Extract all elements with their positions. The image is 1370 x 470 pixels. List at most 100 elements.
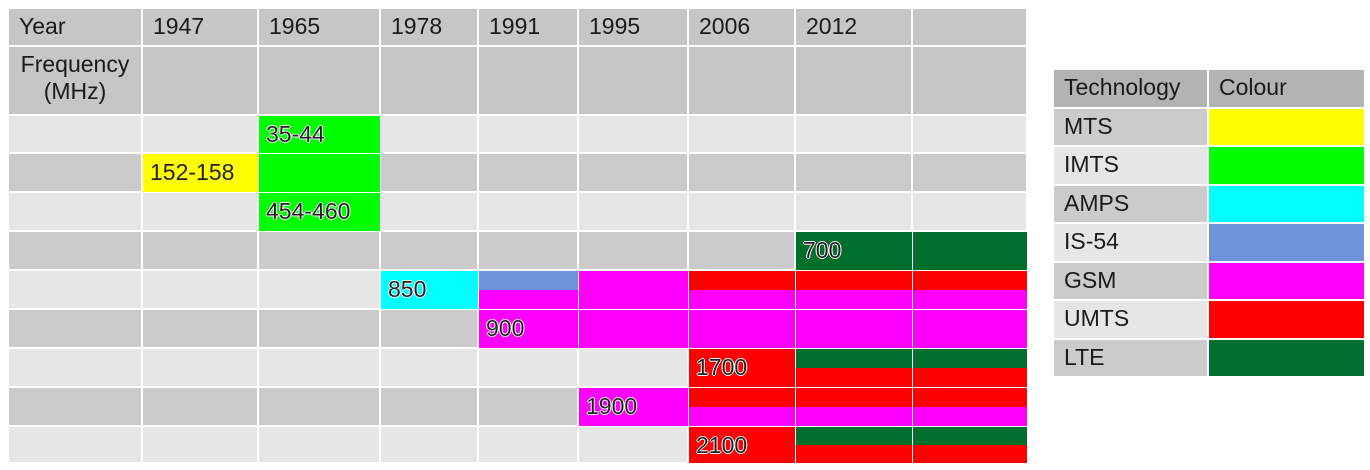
tech-fill bbox=[796, 407, 912, 426]
tech-fill bbox=[796, 368, 912, 387]
band-label: 900 bbox=[486, 315, 525, 341]
grid-cell bbox=[142, 309, 258, 348]
band-label: 454-460 bbox=[266, 198, 351, 224]
legend-name: GSM bbox=[1053, 261, 1208, 300]
tech-fill bbox=[689, 427, 795, 463]
row-label: Frequency (MHz) bbox=[8, 46, 142, 115]
header-cell: 2012 bbox=[795, 8, 912, 46]
legend-name: AMPS bbox=[1053, 184, 1208, 223]
tech-fill bbox=[689, 290, 795, 309]
header-cell bbox=[578, 46, 688, 115]
tech-fill bbox=[143, 154, 258, 192]
grid-cell bbox=[258, 426, 380, 463]
tech-fill bbox=[913, 407, 1027, 426]
grid-cell bbox=[142, 387, 258, 426]
legend-swatch bbox=[1208, 223, 1365, 262]
header-cell bbox=[795, 46, 912, 115]
grid-cell bbox=[478, 348, 578, 387]
header-cell bbox=[912, 8, 1027, 46]
tech-fill bbox=[579, 271, 688, 309]
grid-cell bbox=[8, 309, 142, 348]
grid-cell bbox=[8, 270, 142, 309]
header-cell: Year bbox=[8, 8, 142, 46]
tech-fill bbox=[689, 388, 795, 407]
grid-cell bbox=[912, 115, 1027, 153]
legend-name: LTE bbox=[1053, 338, 1208, 377]
header-cell: 1978 bbox=[380, 8, 478, 46]
grid-cell bbox=[478, 192, 578, 231]
tech-fill bbox=[796, 271, 912, 290]
grid-cell bbox=[578, 115, 688, 153]
grid-cell bbox=[380, 309, 478, 348]
tech-fill bbox=[381, 271, 478, 309]
grid-cell bbox=[578, 153, 688, 192]
header-cell: 1991 bbox=[478, 8, 578, 46]
tech-fill bbox=[259, 116, 380, 153]
tech-fill bbox=[796, 349, 912, 368]
grid-cell bbox=[912, 153, 1027, 192]
tech-fill bbox=[796, 290, 912, 309]
header-cell bbox=[380, 46, 478, 115]
tech-fill bbox=[913, 445, 1027, 463]
tech-fill bbox=[913, 271, 1027, 290]
tech-fill bbox=[689, 310, 795, 348]
grid-cell bbox=[258, 387, 380, 426]
grid-cell bbox=[258, 270, 380, 309]
legend-swatch bbox=[1208, 300, 1365, 339]
band-label: 1700 bbox=[696, 354, 748, 380]
grid-cell bbox=[142, 426, 258, 463]
tech-fill bbox=[913, 349, 1027, 368]
band-label: 850 bbox=[388, 276, 427, 302]
grid-cell bbox=[478, 387, 578, 426]
tech-fill bbox=[913, 388, 1027, 407]
grid-cell bbox=[8, 387, 142, 426]
grid-cell bbox=[142, 348, 258, 387]
header-cell bbox=[258, 46, 380, 115]
grid-cell bbox=[478, 115, 578, 153]
grid-cell bbox=[478, 426, 578, 463]
grid-cell bbox=[688, 115, 795, 153]
grid-cell bbox=[258, 309, 380, 348]
band-label: 35-44 bbox=[266, 121, 325, 147]
grid-cell bbox=[688, 231, 795, 270]
grid-cell bbox=[380, 153, 478, 192]
header-cell bbox=[912, 46, 1027, 115]
grid-cell bbox=[795, 192, 912, 231]
band-label: 1900 bbox=[586, 393, 638, 419]
grid-cell bbox=[8, 426, 142, 463]
grid-cell bbox=[380, 426, 478, 463]
tech-fill bbox=[689, 407, 795, 426]
grid-cell bbox=[380, 348, 478, 387]
grid-cell bbox=[578, 426, 688, 463]
band-label: 700 bbox=[803, 237, 842, 263]
legend-header: Technology bbox=[1053, 69, 1208, 108]
legend-name: IMTS bbox=[1053, 146, 1208, 185]
grid-cell bbox=[8, 153, 142, 192]
header-cell: 1995 bbox=[578, 8, 688, 46]
legend-name: UMTS bbox=[1053, 300, 1208, 339]
grid-cell bbox=[912, 192, 1027, 231]
tech-fill bbox=[796, 388, 912, 407]
grid-cell bbox=[142, 231, 258, 270]
header-cell: 2006 bbox=[688, 8, 795, 46]
grid-cell bbox=[142, 270, 258, 309]
grid-cell bbox=[8, 115, 142, 153]
tech-fill bbox=[259, 154, 380, 192]
legend-swatch bbox=[1208, 146, 1365, 185]
tech-fill bbox=[579, 310, 688, 348]
grid-cell bbox=[478, 153, 578, 192]
tech-fill bbox=[796, 232, 912, 270]
legend-header: Colour bbox=[1208, 69, 1365, 108]
grid-cell bbox=[8, 192, 142, 231]
legend-swatch bbox=[1208, 261, 1365, 300]
grid-cell bbox=[142, 115, 258, 153]
grid-cell bbox=[578, 348, 688, 387]
tech-fill bbox=[259, 193, 380, 231]
tech-fill bbox=[913, 310, 1027, 348]
grid-cell bbox=[380, 192, 478, 231]
grid-cell bbox=[688, 153, 795, 192]
tech-fill bbox=[479, 310, 578, 348]
grid-cell bbox=[258, 231, 380, 270]
legend-swatch bbox=[1208, 107, 1365, 146]
